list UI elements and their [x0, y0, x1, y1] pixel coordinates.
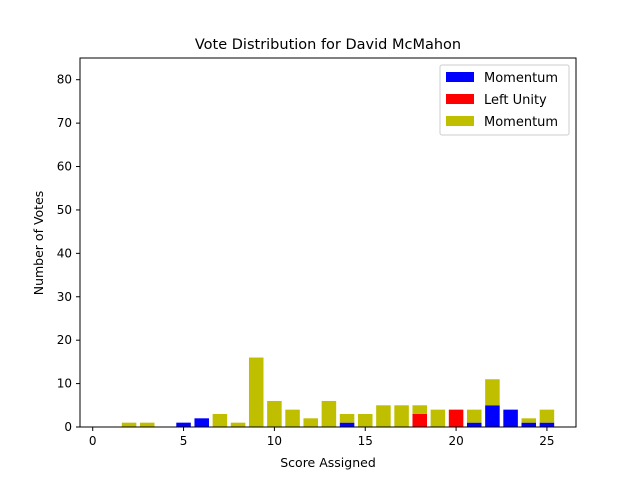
bar-series-0-score-22	[485, 405, 500, 427]
chart-title: Vote Distribution for David McMahon	[195, 37, 461, 53]
legend-swatch-0	[446, 72, 474, 82]
bar-series-2-score-17	[394, 405, 409, 427]
legend: Momentum Left Unity Momentum	[439, 64, 570, 136]
bar-series-2-score-16	[376, 405, 391, 427]
axes-layer: 0 5 10 15 20 25 0 10 20 30 40 50 60 70 80	[57, 57, 577, 448]
bar-series-2-score-19	[430, 409, 446, 427]
bar-series-2-score-3	[139, 422, 155, 427]
bar-series-0-score-21	[466, 422, 482, 427]
y-tick-label-40: 40	[57, 246, 72, 260]
bar-series-0-score-23	[503, 409, 518, 427]
bar-series-2-score-12	[303, 418, 318, 427]
bar-series-2-score-2	[121, 422, 137, 427]
legend-swatch-2	[446, 116, 474, 126]
bar-series-2-score-9	[248, 357, 264, 427]
x-tick-label-0: 0	[89, 434, 97, 448]
bar-series-2-score-24	[521, 418, 537, 423]
bar-series-2-score-10	[267, 400, 282, 427]
bar-series-1-score-20	[448, 409, 464, 427]
y-axis-label: Number of Votes	[31, 191, 46, 296]
bar-series-2-score-21	[466, 409, 482, 423]
legend-label-0: Momentum	[484, 71, 558, 86]
y-tick-label-0: 0	[64, 420, 72, 434]
bars-layer	[121, 357, 555, 427]
bar-series-2-score-11	[285, 409, 300, 427]
legend-swatch-1	[446, 94, 474, 104]
bar-series-2-score-18	[412, 405, 428, 414]
bar-series-2-score-13	[321, 400, 337, 427]
legend-label-2: Momentum	[484, 115, 558, 130]
bar-series-0-score-5	[176, 422, 191, 427]
x-axis-label: Score Assigned	[280, 455, 376, 470]
y-tick-label-30: 30	[57, 290, 72, 304]
x-tick-label-20: 20	[448, 434, 463, 448]
bar-series-0-score-14	[339, 422, 355, 427]
bar-series-0-score-6	[194, 418, 209, 427]
bar-series-2-score-15	[357, 413, 373, 427]
bar-series-2-score-14	[339, 413, 355, 423]
bar-series-1-score-18	[412, 413, 428, 427]
x-tick-label-5: 5	[180, 434, 188, 448]
y-tick-label-80: 80	[57, 73, 72, 87]
x-tick-label-25: 25	[539, 434, 554, 448]
y-tick-label-20: 20	[57, 333, 72, 347]
bar-series-0-score-25	[539, 422, 555, 427]
plot-frame	[79, 57, 577, 428]
bar-series-2-score-8	[230, 422, 246, 427]
x-tick-label-15: 15	[358, 434, 373, 448]
bar-series-0-score-24	[521, 422, 537, 427]
y-tick-label-60: 60	[57, 160, 72, 174]
y-tick-label-10: 10	[57, 377, 72, 391]
bar-series-2-score-7	[212, 413, 228, 427]
bar-series-2-score-25	[539, 409, 555, 423]
x-tick-label-10: 10	[267, 434, 282, 448]
y-tick-label-50: 50	[57, 203, 72, 217]
y-tick-label-70: 70	[57, 116, 72, 130]
legend-label-1: Left Unity	[484, 93, 547, 108]
bar-series-2-score-22	[485, 379, 500, 406]
